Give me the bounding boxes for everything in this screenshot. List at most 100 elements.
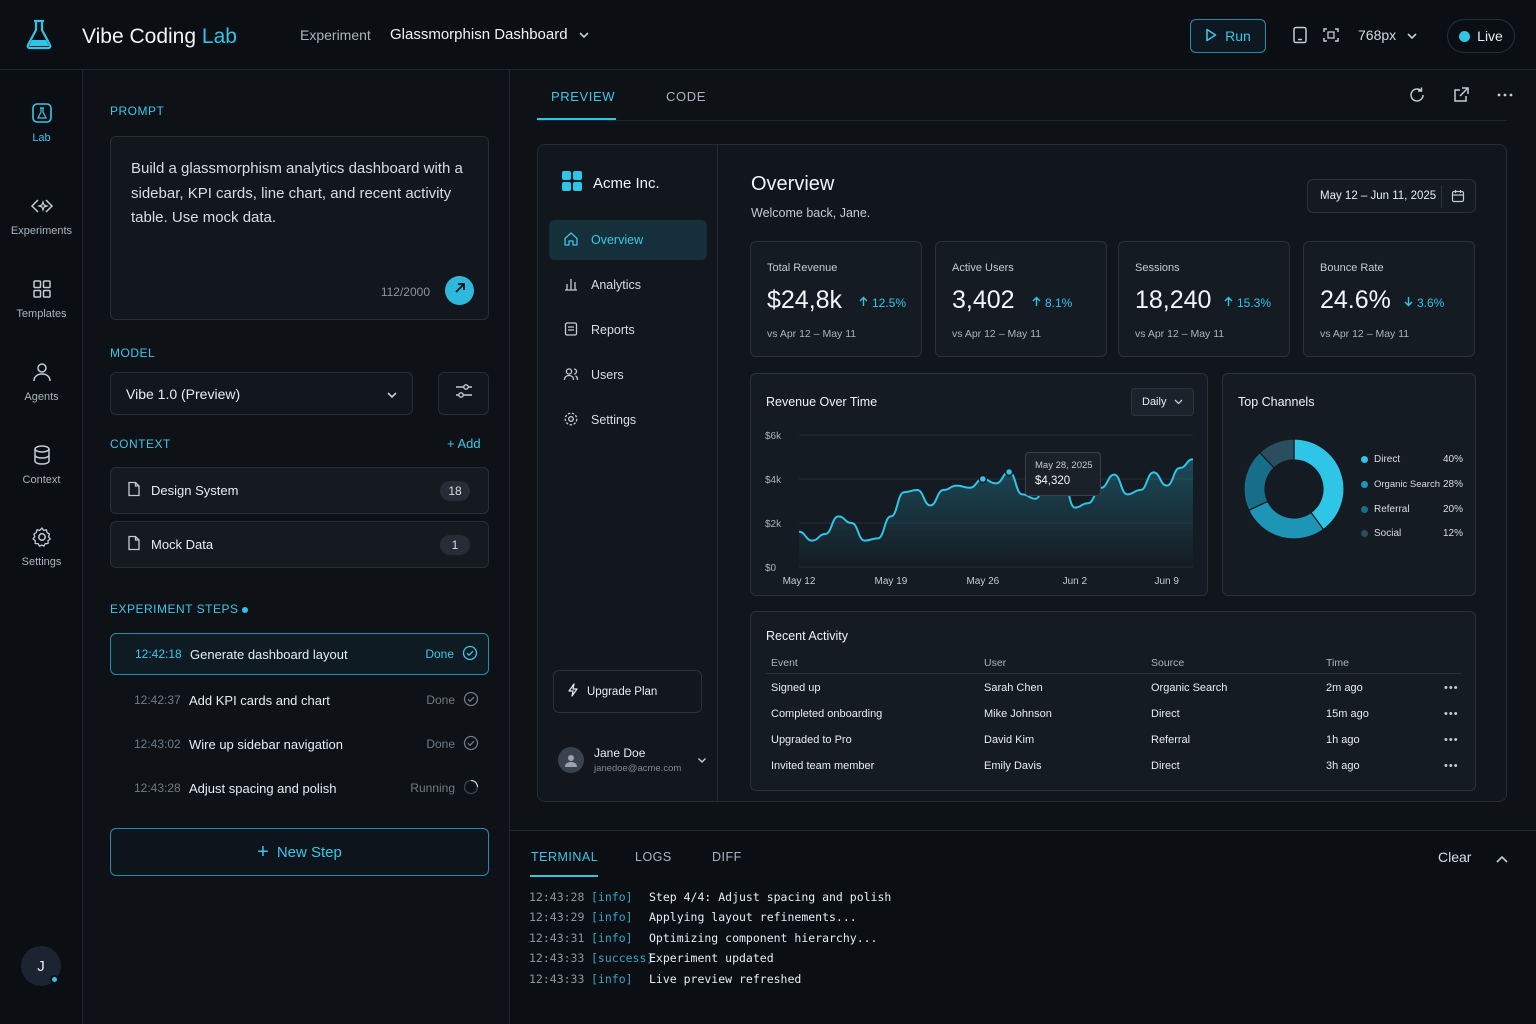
legend-item: Direct 40% xyxy=(1361,454,1463,465)
rail-item-lab[interactable]: Lab xyxy=(0,102,83,144)
tab-terminal[interactable]: TERMINAL xyxy=(531,850,599,864)
more-horizontal-icon[interactable]: ••• xyxy=(1444,682,1459,694)
experiment-label: Experiment xyxy=(300,27,371,43)
more-horizontal-icon[interactable]: ••• xyxy=(1444,734,1459,746)
refresh-icon[interactable] xyxy=(1408,86,1426,109)
nav-label: Overview xyxy=(591,233,644,247)
more-horizontal-icon[interactable]: ••• xyxy=(1444,760,1459,772)
chart-tooltip: May 28, 2025 $4,320 xyxy=(1025,452,1101,496)
open-external-icon[interactable] xyxy=(1452,86,1470,109)
rail-item-context[interactable]: Context xyxy=(0,444,83,486)
tab-code[interactable]: CODE xyxy=(666,89,706,104)
kpi-card[interactable]: Bounce Rate 24.6% 3.6% vs Apr 12 – May 1… xyxy=(1303,241,1475,357)
preview-toolbar xyxy=(1408,86,1514,109)
gear-icon xyxy=(0,526,83,548)
log-line: 12:43:31 [info] Optimizing component hiera… xyxy=(529,931,878,945)
rail-item-settings[interactable]: Settings xyxy=(0,526,83,568)
chevron-down-icon xyxy=(578,26,590,43)
y-tick-label: $4k xyxy=(765,475,782,486)
tablet-icon[interactable] xyxy=(1292,26,1308,49)
step-status: Done xyxy=(425,647,454,661)
step-item[interactable]: 12:43:02 Wire up sidebar navigation Done xyxy=(110,723,489,765)
code-spark-icon xyxy=(0,195,83,217)
nav-item-settings[interactable]: Settings xyxy=(549,400,707,440)
step-time: 12:43:02 xyxy=(134,737,181,751)
rail-item-templates[interactable]: Templates xyxy=(0,278,83,320)
chevron-down-icon xyxy=(1174,396,1183,408)
rail-label: Experiments xyxy=(10,225,73,237)
tab-logs[interactable]: LOGS xyxy=(635,850,672,864)
rail-item-agents[interactable]: Agents xyxy=(0,361,83,403)
database-icon xyxy=(0,444,83,466)
step-item[interactable]: 12:42:37 Add KPI cards and chart Done xyxy=(110,679,489,721)
send-button[interactable] xyxy=(445,276,474,305)
page-subtitle: Welcome back, Jane. xyxy=(751,206,871,220)
step-item[interactable]: 12:43:28 Adjust spacing and polish Runni… xyxy=(110,767,489,809)
user-menu[interactable]: Jane Doe janedoe@acme.com xyxy=(558,743,708,777)
model-settings-button[interactable] xyxy=(438,372,489,415)
clear-button[interactable]: Clear xyxy=(1438,849,1472,865)
cell-time: 1h ago xyxy=(1326,734,1360,746)
top-channels-card: Top Channels Direct 40% Organic Search 28%… xyxy=(1222,373,1476,596)
granularity-select[interactable]: Daily xyxy=(1131,388,1194,416)
kpi-card[interactable]: Sessions 18,240 15.3% vs Apr 12 – May 11 xyxy=(1118,241,1290,357)
context-item[interactable]: Mock Data 1 xyxy=(110,521,489,568)
recent-activity-card: Recent Activity Event User Source Time S… xyxy=(750,611,1476,791)
more-horizontal-icon[interactable]: ••• xyxy=(1444,708,1459,720)
legend-item: Social 12% xyxy=(1361,528,1463,539)
user-icon xyxy=(0,361,83,383)
model-select[interactable]: Vibe 1.0 (Preview) xyxy=(110,372,413,415)
tab-preview[interactable]: PREVIEW xyxy=(551,89,616,104)
add-context-button[interactable]: + Add xyxy=(447,436,481,451)
tab-divider xyxy=(537,120,1507,121)
new-step-button[interactable]: + New Step xyxy=(110,828,489,876)
nav-item-analytics[interactable]: Analytics xyxy=(549,265,707,305)
live-toggle[interactable]: Live xyxy=(1447,19,1515,53)
viewport-selector[interactable]: 768px xyxy=(1358,27,1418,43)
tab-diff[interactable]: DIFF xyxy=(712,850,742,864)
log-line: 12:43:29 [info] Applying layout refinement… xyxy=(529,910,857,924)
upgrade-plan-button[interactable]: Upgrade Plan xyxy=(553,670,702,713)
steps-section-label: EXPERIMENT STEPS xyxy=(110,602,249,616)
step-title: Adjust spacing and polish xyxy=(189,780,337,796)
revenue-line-chart: $0 $2k $4k $6k May 12 May 19 May 26 Jun 2 Jun 9 xyxy=(765,431,1194,587)
fit-screen-icon[interactable] xyxy=(1322,26,1340,49)
context-item[interactable]: Design System 18 xyxy=(110,467,489,514)
legend-label: Social xyxy=(1374,528,1402,539)
experiment-name: Glassmorphisn Dashboard xyxy=(390,26,568,43)
chevron-down-icon xyxy=(386,386,398,402)
kpi-card[interactable]: Active Users 3,402 8.1% vs Apr 12 – May … xyxy=(935,241,1107,357)
brand[interactable]: Vibe Coding Lab xyxy=(24,18,237,55)
nav-item-reports[interactable]: Reports xyxy=(549,310,707,350)
kpi-card[interactable]: Total Revenue $24,8k 12.5% vs Apr 12 – M… xyxy=(750,241,922,357)
nav-item-overview[interactable]: Overview xyxy=(549,220,707,260)
prompt-text[interactable]: Build a glassmorphism analytics dashboar… xyxy=(131,160,463,226)
kpi-compare: vs Apr 12 – May 11 xyxy=(1320,328,1410,340)
legend-item: Referral 20% xyxy=(1361,504,1463,515)
kpi-label: Bounce Rate xyxy=(1320,262,1384,274)
kpi-delta: 15.3% xyxy=(1224,296,1271,310)
column-header: Time xyxy=(1326,657,1349,669)
run-button[interactable]: Run xyxy=(1190,19,1266,53)
context-section-label: CONTEXT xyxy=(110,437,171,451)
user-avatar[interactable]: J xyxy=(21,946,61,986)
step-status: Running xyxy=(410,781,455,795)
org-brand[interactable]: Acme Inc. xyxy=(562,171,660,195)
check-circle-icon xyxy=(463,735,479,754)
rail-item-experiments[interactable]: Experiments xyxy=(0,195,83,237)
step-item[interactable]: 12:42:18 Generate dashboard layout Done xyxy=(110,633,489,675)
nav-label: Settings xyxy=(591,413,637,427)
chevron-up-icon[interactable] xyxy=(1495,851,1509,869)
page-title: Overview xyxy=(751,173,835,195)
y-tick-label: $2k xyxy=(765,519,782,530)
prompt-input[interactable]: Build a glassmorphism analytics dashboar… xyxy=(110,136,489,320)
user-email: janedoe@acme.com xyxy=(594,763,682,774)
arrow-up-icon xyxy=(1032,296,1041,310)
nav-item-users[interactable]: Users xyxy=(549,355,707,395)
date-range-picker[interactable]: May 12 – Jun 11, 2025 xyxy=(1307,179,1476,213)
experiment-selector[interactable]: Glassmorphisn Dashboard xyxy=(390,26,590,43)
cell-user: David Kim xyxy=(984,734,1035,746)
more-horizontal-icon[interactable] xyxy=(1496,86,1514,109)
kpi-value: 3,402 xyxy=(952,286,1015,314)
